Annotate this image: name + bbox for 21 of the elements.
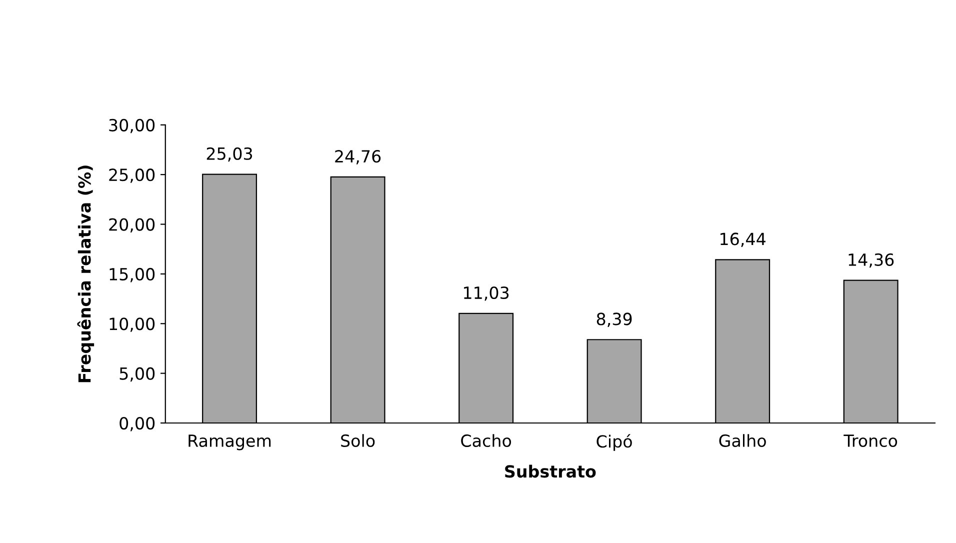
x-tick-label: Tronco bbox=[844, 434, 898, 448]
x-axis-title: Substrato bbox=[505, 464, 596, 478]
y-tick-label: 20,00 bbox=[109, 218, 155, 233]
y-tick-label: 10,00 bbox=[110, 318, 155, 332]
x-tick-label: Solo bbox=[341, 434, 375, 448]
data-label: 16,44 bbox=[720, 232, 766, 247]
data-label: 8,39 bbox=[596, 312, 632, 327]
y-tick-label: 0,00 bbox=[120, 416, 155, 432]
x-tick-label: Cacho bbox=[461, 434, 512, 448]
x-tick-label: Ramagem bbox=[188, 434, 271, 450]
y-tick-label: 5,00 bbox=[120, 367, 155, 382]
y-tick-label: 25,00 bbox=[109, 168, 155, 183]
x-tick-label: Cipó bbox=[596, 434, 632, 451]
y-tick-label: 15,00 bbox=[110, 268, 155, 282]
data-label: 24,76 bbox=[335, 150, 381, 164]
y-tick-label: 30,00 bbox=[109, 118, 155, 134]
y-axis-title: Frequência relativa (%) bbox=[77, 166, 94, 382]
data-label: 11,03 bbox=[464, 286, 509, 301]
data-label: 14,36 bbox=[848, 253, 894, 268]
data-label: 25,03 bbox=[206, 147, 252, 162]
x-tick-label: Galho bbox=[719, 434, 766, 448]
